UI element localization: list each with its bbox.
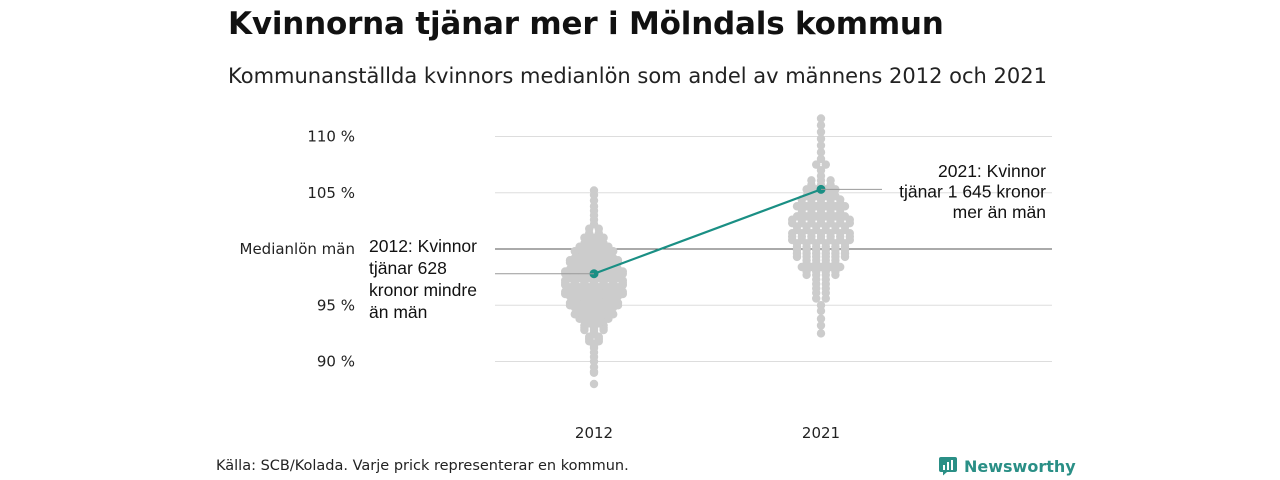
municipality-dot	[816, 148, 826, 157]
y-tick-label: 105 %	[307, 184, 355, 202]
municipality-dot	[816, 301, 826, 310]
municipality-dot	[816, 114, 826, 123]
y-tick-label: Medianlön män	[240, 240, 356, 258]
municipality-dot	[816, 321, 826, 330]
chart-title: Kvinnorna tjänar mer i Mölndals kommun	[228, 6, 944, 42]
source-note: Källa: SCB/Kolada. Varje prick represent…	[216, 458, 629, 474]
y-tick-label: 95 %	[317, 296, 355, 314]
highlight-series	[589, 184, 826, 279]
highlight-line	[593, 188, 822, 275]
annotation-2012: 2012: Kvinnor tjänar 628 kronor mindre än m…	[369, 236, 477, 322]
x-tick-label: 2012	[575, 424, 613, 442]
grid-lines	[495, 136, 1052, 362]
municipality-dot	[816, 166, 826, 175]
brand-name: Newsworthy	[964, 456, 1076, 476]
municipality-dot	[807, 176, 816, 185]
municipality-dot	[826, 176, 835, 185]
municipality-dot	[821, 160, 830, 169]
y-tick-label: 110 %	[307, 128, 355, 146]
annotations: 2012: Kvinnor tjänar 628 kronor mindre än m…	[369, 161, 1046, 322]
dot-swarm	[561, 114, 854, 389]
municipality-dot	[816, 329, 826, 338]
chart-subtitle: Kommunanställda kvinnors medianlön som a…	[228, 64, 1047, 88]
municipality-dot	[816, 314, 826, 323]
axis-labels: 90 % 95 % Medianlön män 105 % 110 % 2012 2021	[240, 128, 841, 443]
municipality-dot	[816, 134, 826, 143]
municipality-dot	[589, 186, 599, 195]
municipality-dot	[816, 141, 826, 150]
municipality-dot	[812, 160, 821, 169]
municipality-dot	[816, 121, 826, 130]
x-tick-label: 2021	[802, 424, 840, 442]
annotation-2021: 2021: Kvinnor tjänar 1 645 kronor mer än m…	[899, 161, 1046, 222]
brand-logo: Newsworthy	[938, 456, 1076, 476]
municipality-dot	[816, 127, 826, 137]
newsworthy-logo-icon	[939, 457, 957, 476]
y-tick-label: 90 %	[317, 353, 355, 371]
municipality-dot	[816, 154, 826, 164]
municipality-dot	[589, 379, 599, 389]
